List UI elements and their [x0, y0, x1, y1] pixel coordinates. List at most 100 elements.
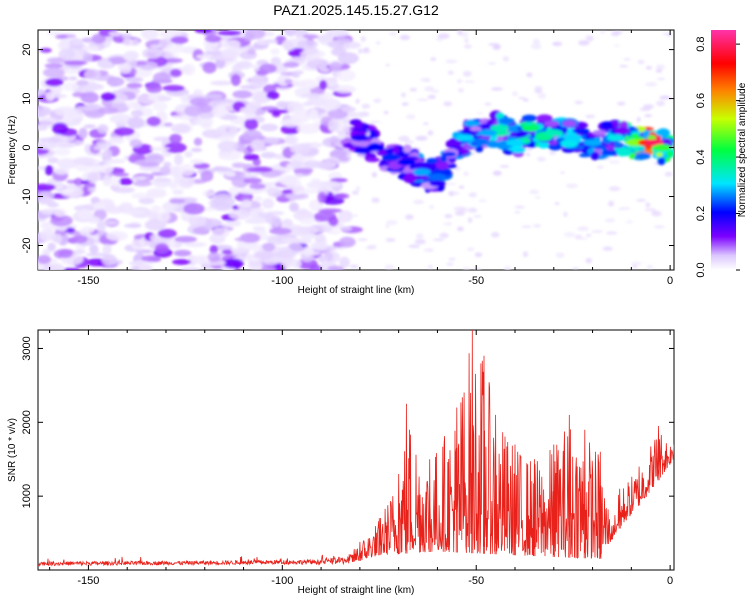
- heatmap-cell: [246, 216, 265, 224]
- heatmap-cell: [468, 192, 477, 198]
- heatmap-cell: [303, 160, 322, 169]
- heatmap-cell: [232, 90, 253, 99]
- heatmap-cell: [235, 60, 253, 70]
- heatmap-cell: [112, 186, 136, 194]
- heatmap-cell: [314, 233, 326, 244]
- heatmap-cell: [162, 84, 185, 92]
- heatmap-cell: [401, 102, 409, 106]
- heatmap-cell: [157, 228, 177, 239]
- heatmap-cell: [293, 168, 314, 174]
- heatmap-cell: [265, 39, 279, 44]
- heatmap-cell: [454, 211, 466, 216]
- heatmap-cell: [329, 150, 347, 159]
- heatmap-cell: [631, 261, 642, 266]
- heatmap-cell: [188, 216, 207, 227]
- heatmap-cell: [370, 120, 381, 124]
- heatmap-cell: [585, 258, 592, 264]
- heatmap-cell: [355, 98, 360, 104]
- heatmap-cell: [415, 135, 428, 141]
- heatmap-cell: [163, 57, 183, 64]
- heatmap-cell: [50, 215, 73, 227]
- heatmap-cell: [469, 126, 482, 132]
- heatmap-cell: [291, 72, 300, 79]
- heatmap-cell: [136, 94, 159, 105]
- heatmap-cell: [103, 149, 113, 159]
- heatmap-cell: [250, 76, 266, 88]
- heatmap-cell: [337, 210, 353, 223]
- heatmap-cell: [234, 237, 256, 242]
- heatmap-cell: [217, 30, 242, 36]
- heatmap-cell: [169, 133, 182, 144]
- heatmap-cell: [183, 242, 207, 248]
- heatmap-cell: [44, 165, 54, 176]
- heatmap-cell: [523, 98, 529, 102]
- heatmap-cell: [194, 30, 213, 34]
- heatmap-cell: [445, 139, 462, 149]
- heatmap-peak: [397, 158, 416, 166]
- heatmap-cell: [270, 216, 282, 228]
- heatmap-cell: [163, 161, 172, 168]
- heatmap-cell: [38, 183, 56, 191]
- heatmap-cell: [158, 210, 171, 223]
- heatmap-cell: [202, 190, 215, 198]
- heatmap-cell: [296, 123, 321, 134]
- heatmap-cell: [326, 229, 341, 235]
- heatmap-cell: [210, 80, 233, 86]
- heatmap-cell: [446, 262, 454, 266]
- heatmap-peak: [506, 139, 524, 147]
- heatmap-cell: [423, 248, 429, 252]
- heatmap-cell: [538, 140, 549, 149]
- heatmap-cell: [45, 91, 55, 101]
- y-tick-label: 20: [21, 43, 33, 55]
- heatmap-peak: [606, 134, 625, 142]
- heatmap-cell: [285, 192, 309, 200]
- heatmap-cell: [127, 116, 145, 129]
- heatmap-cell: [605, 218, 616, 223]
- heatmap-cell: [306, 181, 331, 189]
- heatmap-cell: [299, 218, 315, 225]
- heatmap-cell: [53, 148, 71, 156]
- heatmap-cell: [463, 44, 472, 49]
- heatmap-cell: [110, 177, 121, 187]
- heatmap-cell: [58, 48, 75, 61]
- heatmap-cell: [249, 183, 266, 190]
- heatmap-cell: [354, 122, 363, 129]
- x-tick-label: -150: [77, 275, 99, 287]
- heatmap-cell: [360, 36, 366, 42]
- heatmap-cell: [63, 267, 80, 270]
- heatmap-peak: [564, 134, 583, 142]
- heatmap-cell: [262, 242, 275, 252]
- heatmap-cell: [297, 208, 309, 215]
- heatmap-cell: [328, 216, 339, 227]
- heatmap-cell: [339, 256, 350, 268]
- heatmap-cell: [447, 70, 454, 75]
- heatmap-cell: [521, 114, 538, 122]
- heatmap-cell: [415, 233, 424, 239]
- heatmap-cell: [211, 227, 230, 238]
- heatmap-cell: [592, 130, 607, 136]
- heatmap-cell: [657, 157, 666, 166]
- heatmap-cell: [38, 141, 58, 150]
- heatmap-cell: [93, 146, 108, 150]
- heatmap-cell: [184, 151, 193, 158]
- heatmap-cell: [212, 106, 228, 118]
- heatmap-cell: [505, 125, 523, 133]
- heatmap-cell: [532, 38, 540, 45]
- heatmap-cell: [462, 70, 472, 77]
- heatmap-cell: [406, 114, 416, 120]
- heatmap-cell: [63, 60, 88, 66]
- heatmap-cell: [193, 162, 210, 170]
- heatmap-peak: [350, 134, 369, 142]
- heatmap-cell: [325, 156, 340, 166]
- heatmap-cell: [135, 249, 153, 254]
- heatmap-cell: [47, 242, 56, 252]
- heatmap-cell: [530, 43, 542, 50]
- heatmap-cell: [41, 197, 53, 204]
- heatmap-cell: [261, 264, 276, 270]
- heatmap-cell: [623, 58, 631, 61]
- heatmap-cell: [308, 108, 319, 121]
- heatmap-cell: [302, 47, 319, 56]
- heatmap-cell: [492, 170, 502, 176]
- heatmap-cell: [270, 48, 280, 55]
- heatmap-cell: [423, 122, 429, 125]
